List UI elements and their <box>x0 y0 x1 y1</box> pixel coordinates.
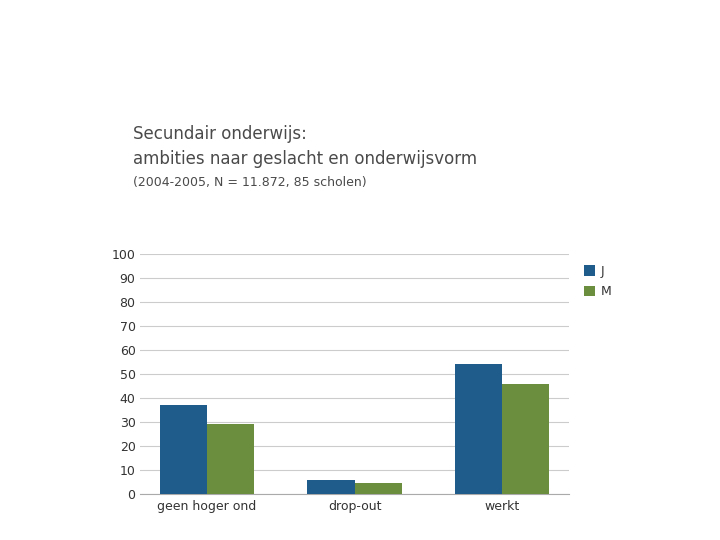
Bar <box>160 405 207 494</box>
Bar <box>307 480 355 494</box>
Bar <box>502 383 549 494</box>
Bar <box>355 483 402 494</box>
Bar <box>207 424 254 494</box>
Text: (2004-2005, N = 11.872, 85 scholen): (2004-2005, N = 11.872, 85 scholen) <box>133 176 366 189</box>
Bar <box>455 364 502 494</box>
Text: Secundair onderwijs:: Secundair onderwijs: <box>133 125 307 143</box>
Text: ambities naar geslacht en onderwijsvorm: ambities naar geslacht en onderwijsvorm <box>133 151 477 168</box>
Legend: J, M: J, M <box>584 265 612 299</box>
